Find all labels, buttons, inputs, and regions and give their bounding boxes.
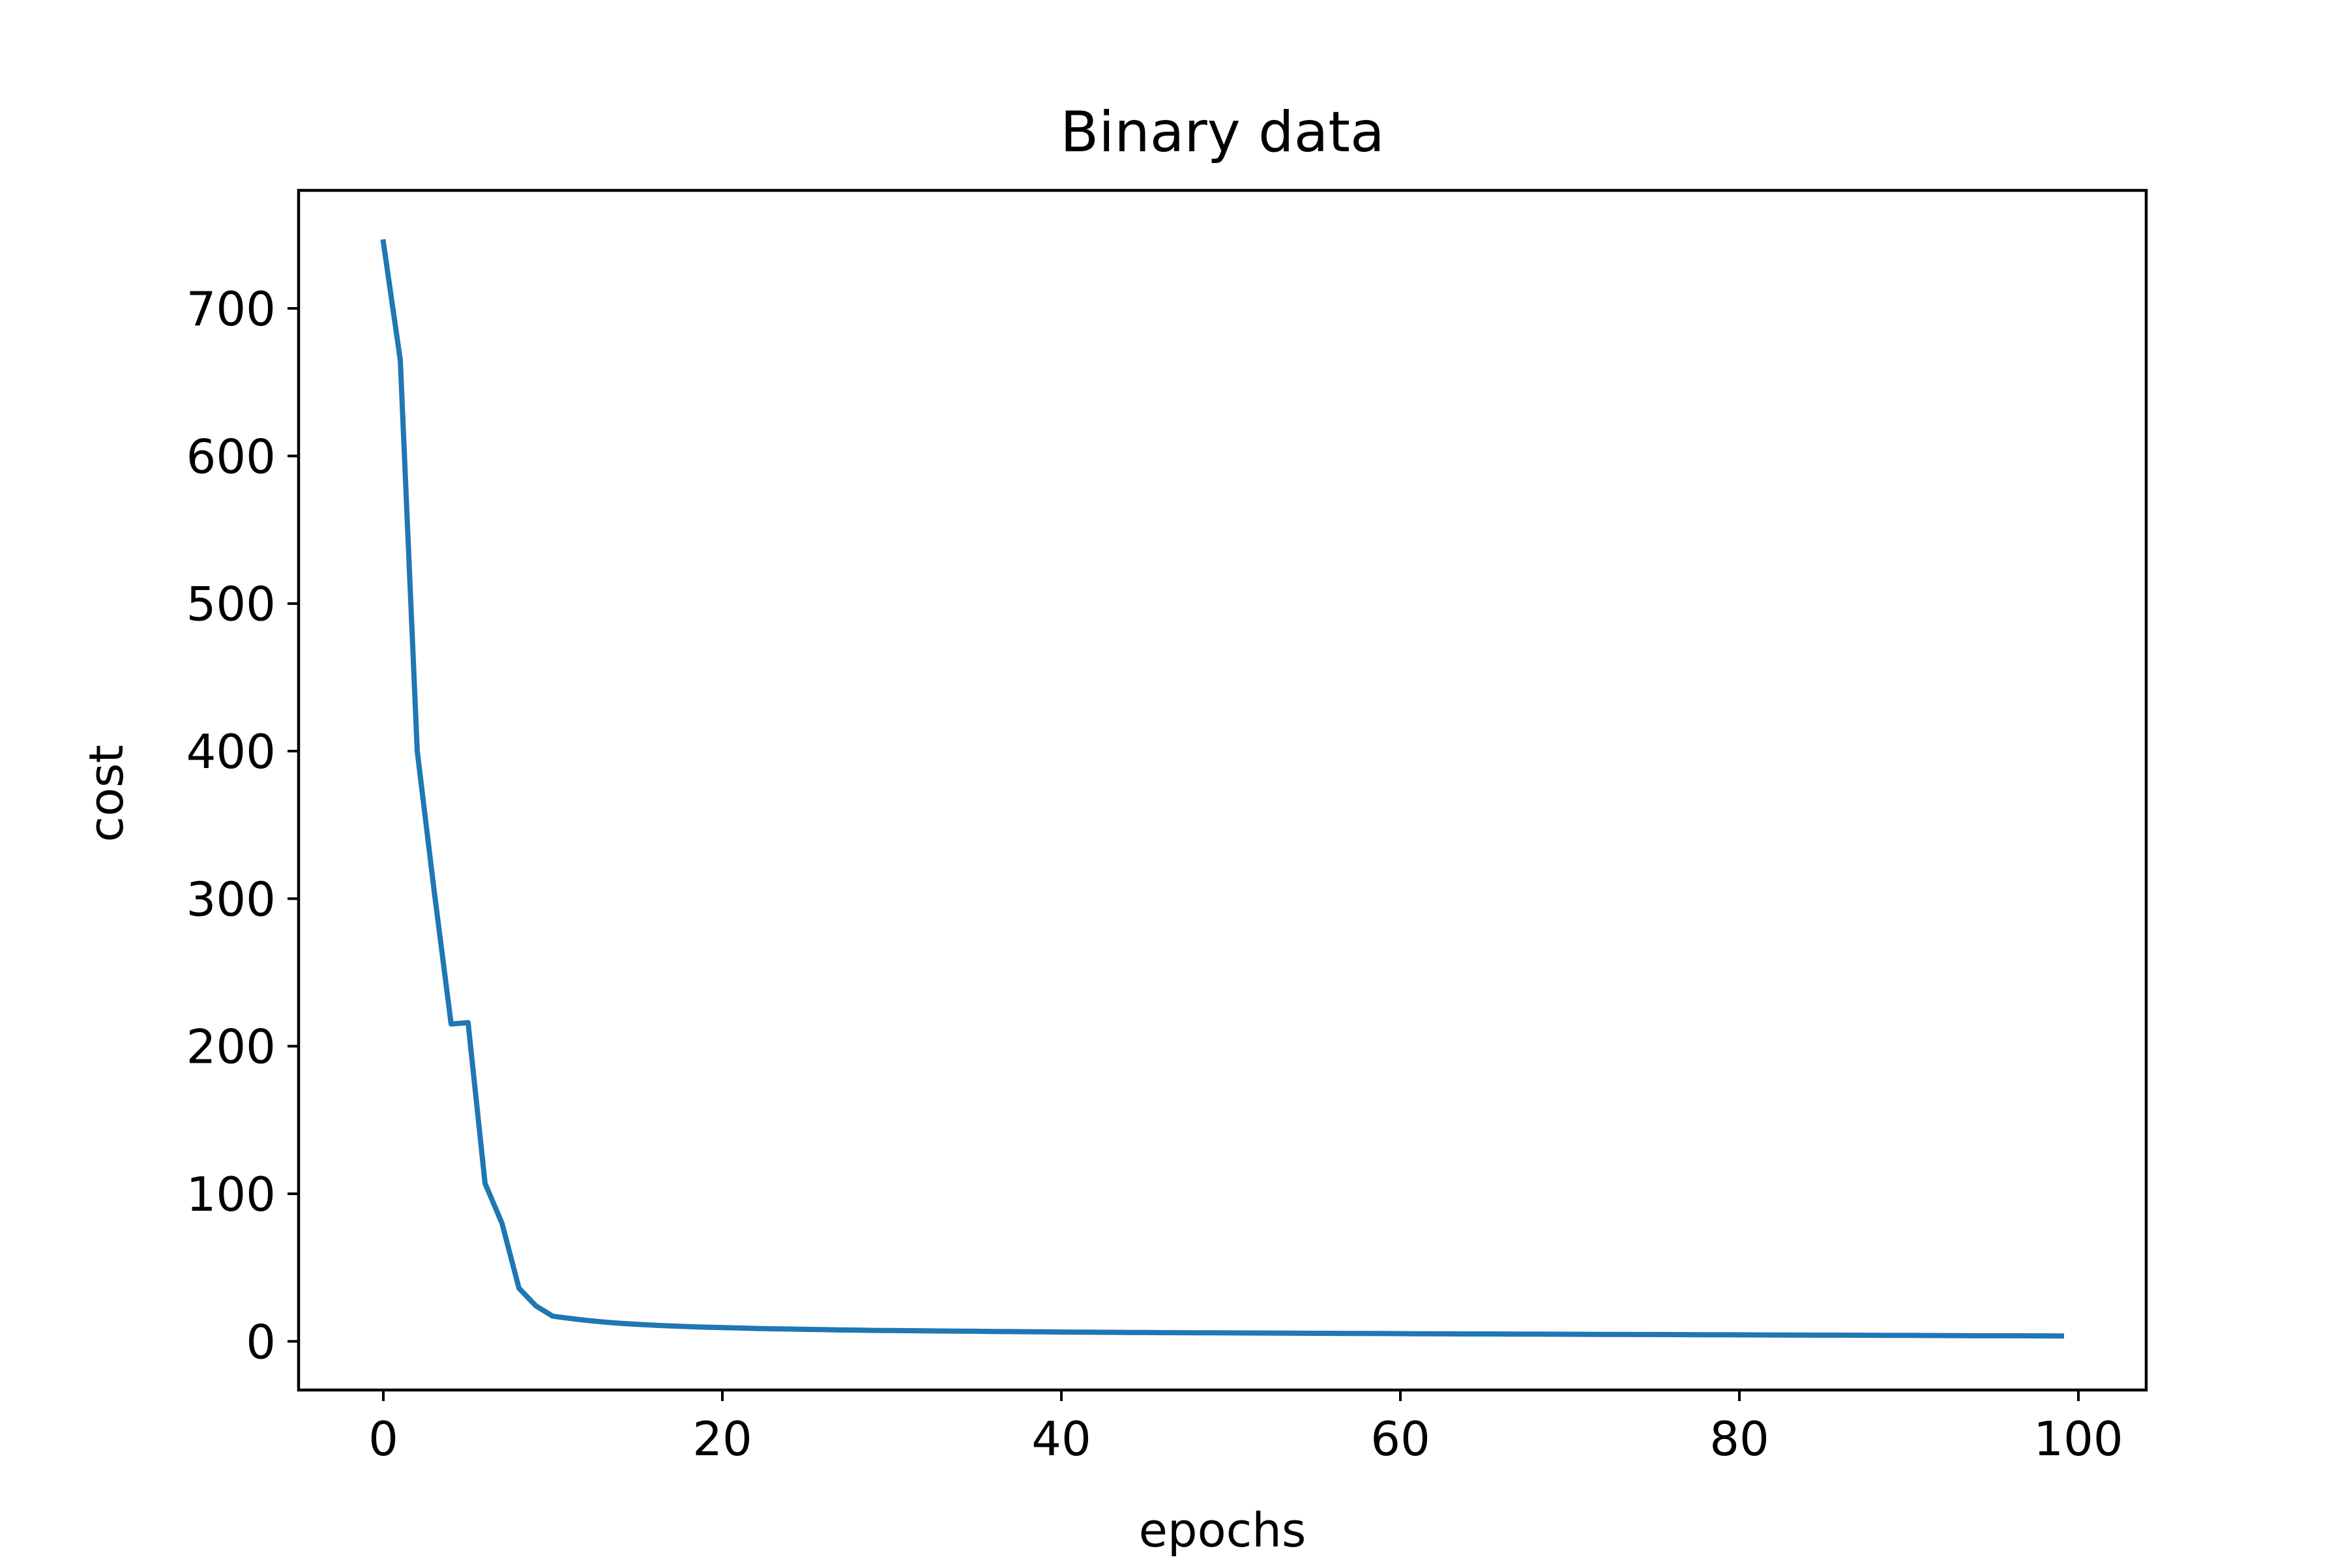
y-tick-label: 300 (186, 872, 276, 926)
chart-title: Binary data (1060, 100, 1384, 165)
y-tick-label: 200 (186, 1020, 276, 1074)
series-line-0 (380, 239, 2065, 1339)
x-tick-label: 100 (2033, 1412, 2123, 1466)
x-tick-label: 80 (1709, 1412, 1769, 1466)
y-tick-label: 600 (186, 429, 276, 484)
ticks-layer: 0 20 40 60 80 100 0 100 200 300 400 500 600 700 (186, 282, 2123, 1466)
x-tick-label: 40 (1031, 1412, 1091, 1466)
y-tick-label: 500 (186, 577, 276, 632)
series-layer (380, 239, 2065, 1339)
plot-area-frame (297, 188, 2148, 1392)
x-tick-label: 20 (692, 1412, 752, 1466)
y-tick-label: 0 (246, 1314, 276, 1369)
y-tick-label: 100 (186, 1167, 276, 1222)
x-tick-label: 0 (368, 1412, 398, 1466)
y-axis-label: cost (79, 745, 134, 842)
x-tick-label: 60 (1370, 1412, 1430, 1466)
x-axis-label: epochs (1139, 1503, 1306, 1558)
y-tick-label: 400 (186, 724, 276, 779)
y-tick-label: 700 (186, 282, 276, 336)
